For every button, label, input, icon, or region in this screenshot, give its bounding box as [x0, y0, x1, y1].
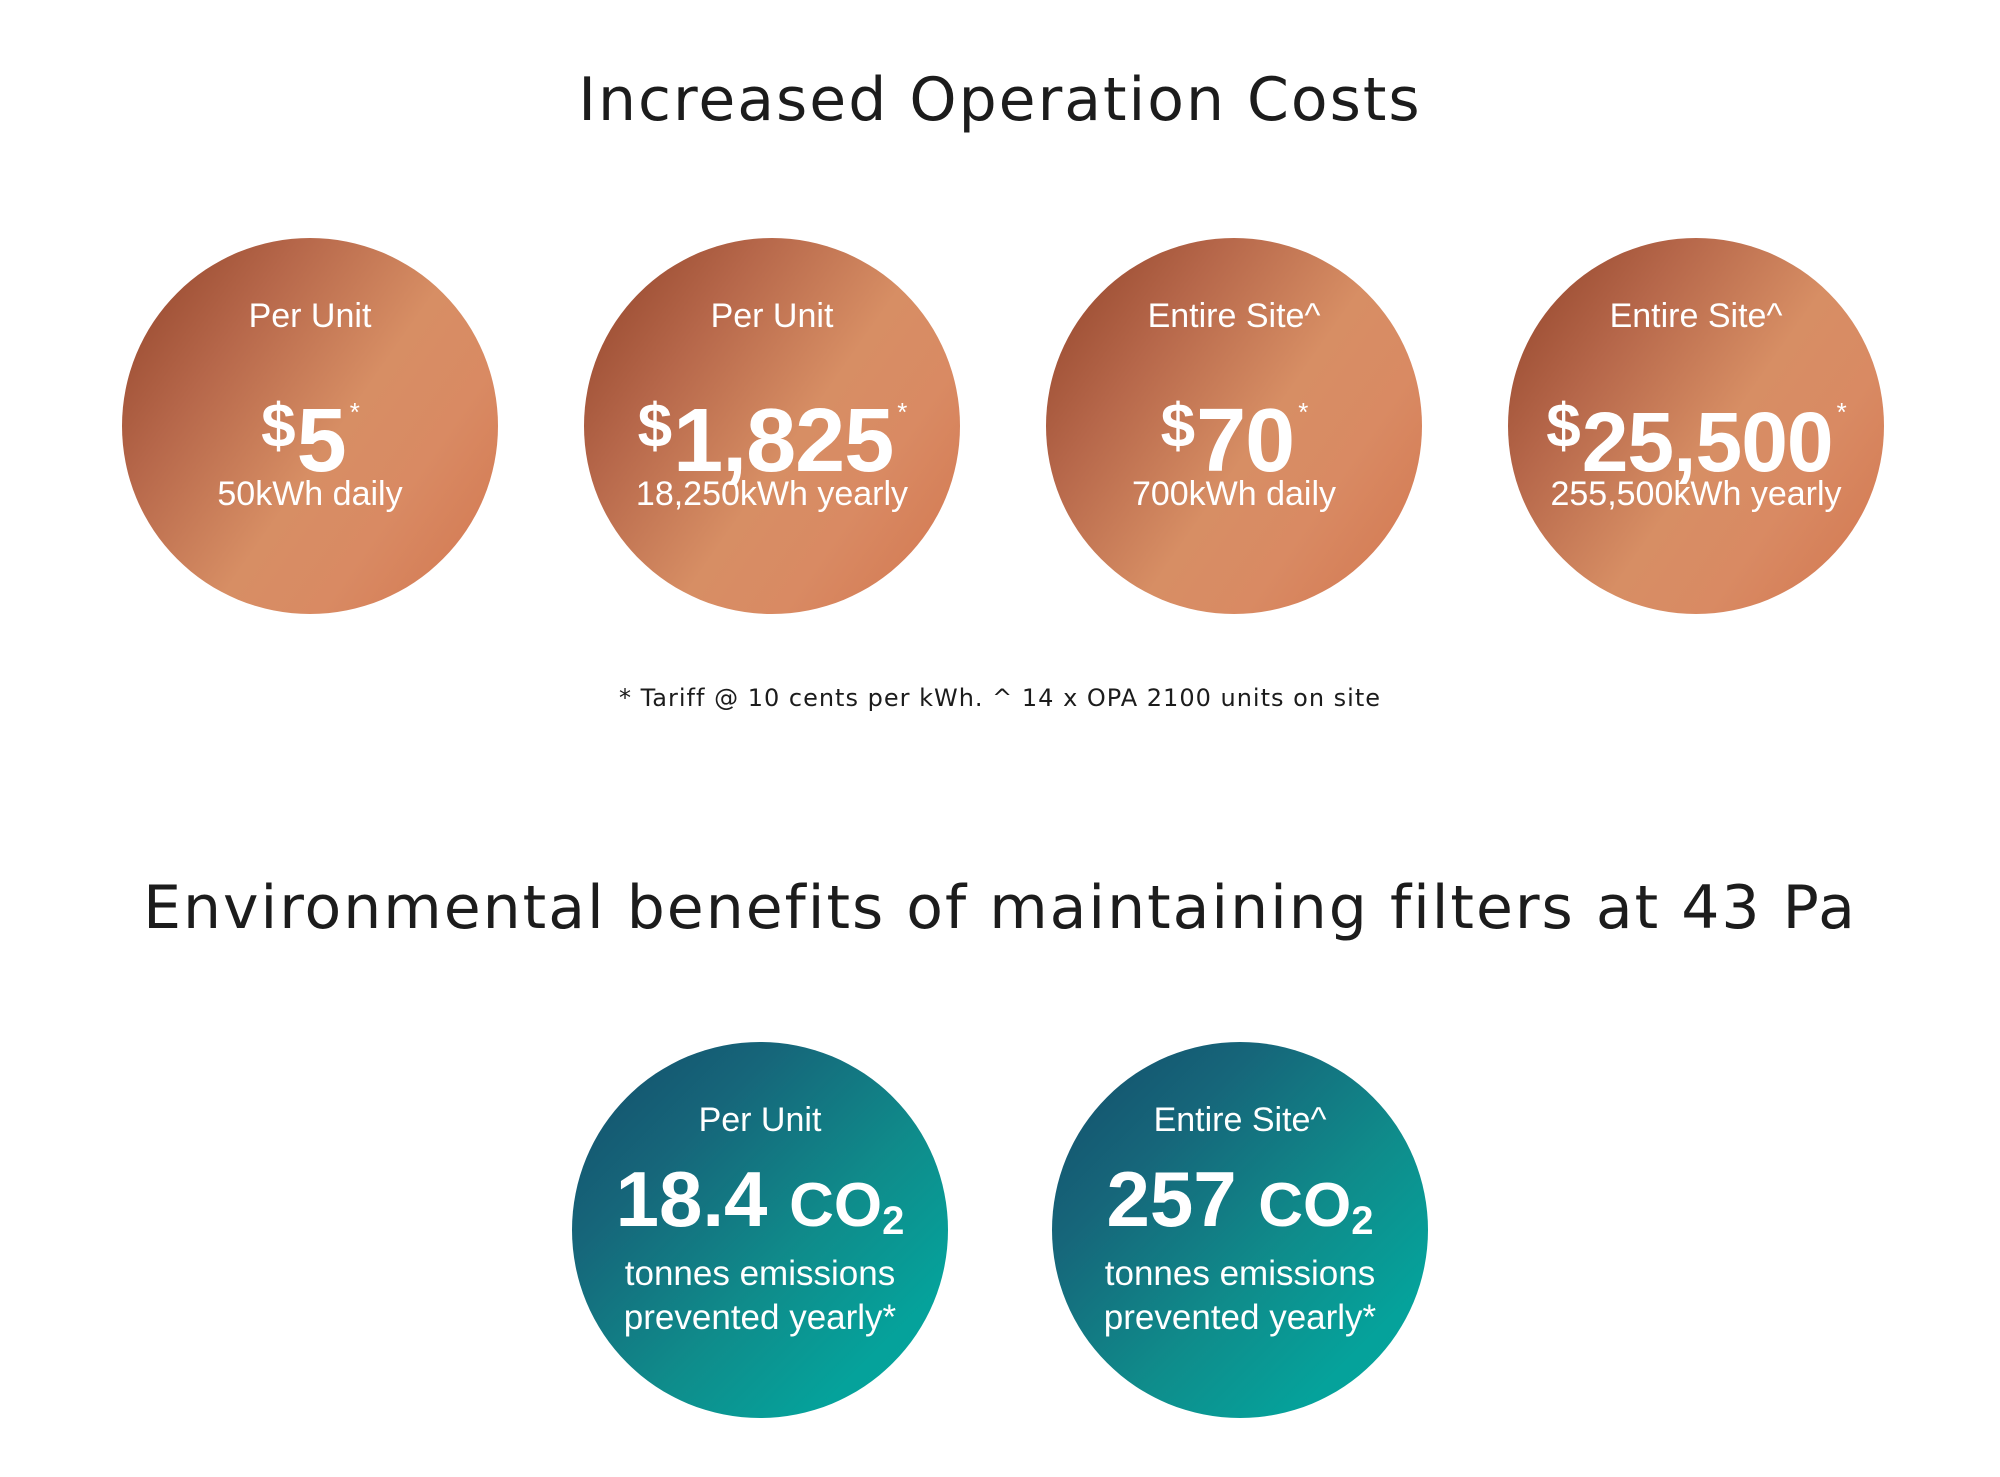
cost-circle-per-unit-daily: Per Unit $5 * 50kWh daily: [122, 238, 498, 614]
currency-symbol: $: [261, 392, 294, 461]
cost-circle-site-daily: Entire Site^ $70 * 700kWh daily: [1046, 238, 1422, 614]
cost-circle-value: $25,500 *: [1508, 362, 1884, 492]
emission-amount: 257: [1106, 1155, 1236, 1243]
env-circle-desc-line2: prevented yearly*: [572, 1296, 948, 1340]
cost-circle-label: Entire Site^: [1508, 296, 1884, 336]
cost-circle-detail: 50kWh daily: [122, 474, 498, 514]
cost-circle-value: $5 *: [122, 362, 498, 491]
env-circle-label: Entire Site^: [1052, 1100, 1428, 1140]
env-circle-value: 18.4 CO2: [572, 1154, 948, 1266]
cost-circle-value: $70 *: [1046, 362, 1422, 491]
emission-amount: 18.4: [616, 1155, 768, 1243]
cost-circle-detail: 255,500kWh yearly: [1508, 474, 1884, 514]
cost-circle-label: Entire Site^: [1046, 296, 1422, 336]
tariff-marker: *: [1298, 397, 1307, 427]
env-circle-entire-site: Entire Site^ 257 CO2 tonnes emissions pr…: [1052, 1042, 1428, 1418]
tariff-marker: *: [1837, 397, 1846, 427]
currency-symbol: $: [1161, 392, 1194, 461]
cost-circle-label: Per Unit: [122, 296, 498, 336]
currency-symbol: $: [1546, 392, 1579, 461]
page: Increased Operation Costs Per Unit $5 * 5…: [0, 0, 2000, 1477]
tariff-marker: *: [350, 397, 359, 427]
env-circle-desc-line2: prevented yearly*: [1052, 1296, 1428, 1340]
tariff-marker: *: [897, 397, 906, 427]
env-circle-desc-line1: tonnes emissions: [1052, 1252, 1428, 1296]
env-circle-value: 257 CO2: [1052, 1154, 1428, 1266]
cost-circle-site-yearly: Entire Site^ $25,500 * 255,500kWh yearly: [1508, 238, 1884, 614]
cost-circle-label: Per Unit: [584, 296, 960, 336]
costs-heading: Increased Operation Costs: [0, 60, 2000, 140]
costs-footnote: * Tariff @ 10 cents per kWh. ^ 14 x OPA …: [0, 682, 2000, 714]
cost-circle-detail: 18,250kWh yearly: [584, 474, 960, 514]
env-circle-label: Per Unit: [572, 1100, 948, 1140]
environment-heading: Environmental benefits of maintaining fi…: [0, 868, 2000, 948]
env-circle-per-unit: Per Unit 18.4 CO2 tonnes emissions preve…: [572, 1042, 948, 1418]
currency-symbol: $: [638, 392, 671, 461]
cost-circle-value: $1,825 *: [584, 362, 960, 491]
cost-circle-detail: 700kWh daily: [1046, 474, 1422, 514]
co2-unit: CO2: [1258, 1171, 1373, 1240]
env-circle-desc-line1: tonnes emissions: [572, 1252, 948, 1296]
co2-unit: CO2: [789, 1171, 904, 1240]
cost-circle-per-unit-yearly: Per Unit $1,825 * 18,250kWh yearly: [584, 238, 960, 614]
